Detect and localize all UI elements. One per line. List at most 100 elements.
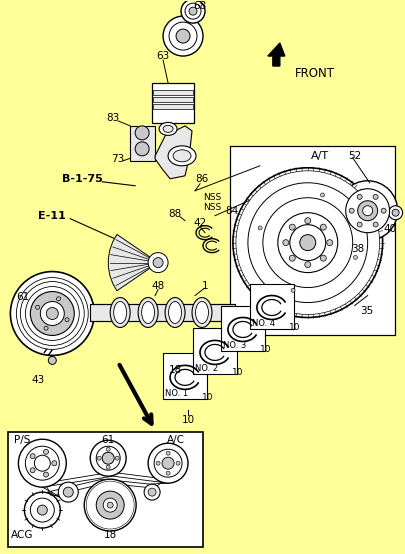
Circle shape (289, 225, 325, 260)
Circle shape (65, 318, 69, 322)
Polygon shape (108, 234, 151, 291)
Circle shape (11, 271, 94, 356)
Circle shape (356, 194, 361, 199)
Circle shape (52, 461, 57, 466)
Circle shape (277, 213, 337, 273)
Text: 10: 10 (259, 345, 271, 354)
Circle shape (348, 208, 353, 213)
Bar (9, 432, 202, 547)
Circle shape (235, 171, 379, 315)
Circle shape (24, 492, 60, 528)
Text: 38: 38 (350, 244, 363, 254)
Circle shape (345, 189, 389, 233)
Circle shape (97, 456, 101, 460)
Circle shape (18, 439, 66, 487)
Text: NO. 3: NO. 3 (223, 341, 246, 350)
Bar (153, 97, 192, 102)
Ellipse shape (173, 150, 191, 162)
Text: 83: 83 (106, 113, 119, 123)
Circle shape (163, 16, 202, 56)
Text: NO. 1: NO. 1 (165, 389, 188, 398)
Text: 48: 48 (151, 280, 164, 290)
Circle shape (320, 224, 326, 230)
Bar (152, 83, 194, 123)
Circle shape (30, 291, 74, 336)
Text: B-1-75: B-1-75 (62, 174, 102, 184)
Circle shape (86, 481, 134, 529)
Circle shape (320, 255, 326, 261)
Circle shape (43, 472, 49, 477)
Bar (90, 304, 234, 321)
Bar (153, 104, 192, 109)
Ellipse shape (165, 297, 185, 327)
Circle shape (43, 449, 49, 454)
Ellipse shape (192, 297, 211, 327)
Circle shape (372, 194, 377, 199)
Polygon shape (267, 43, 284, 66)
Text: 68: 68 (193, 1, 206, 11)
Circle shape (247, 183, 367, 302)
Text: 63: 63 (156, 51, 169, 61)
Bar (249, 284, 293, 330)
Text: 18: 18 (103, 530, 117, 540)
Ellipse shape (110, 297, 130, 327)
Circle shape (353, 255, 356, 259)
Text: 10: 10 (231, 368, 243, 377)
Circle shape (258, 226, 262, 230)
Ellipse shape (163, 125, 173, 132)
Circle shape (148, 253, 168, 273)
Circle shape (90, 440, 126, 476)
Circle shape (44, 326, 48, 330)
Circle shape (88, 483, 132, 527)
Ellipse shape (138, 297, 158, 327)
Circle shape (36, 305, 40, 309)
Ellipse shape (159, 122, 177, 135)
Text: 43: 43 (32, 376, 45, 386)
Text: 86: 86 (195, 174, 208, 184)
Circle shape (176, 461, 179, 465)
Circle shape (154, 449, 181, 477)
Circle shape (30, 468, 35, 473)
Ellipse shape (168, 301, 181, 324)
Text: 88: 88 (168, 209, 181, 219)
Circle shape (107, 502, 113, 508)
Text: 18: 18 (168, 366, 181, 376)
Circle shape (362, 206, 372, 216)
Circle shape (299, 235, 315, 250)
Circle shape (262, 198, 352, 288)
Circle shape (388, 206, 402, 220)
Text: NSS: NSS (202, 203, 221, 212)
Ellipse shape (113, 301, 126, 324)
Circle shape (337, 181, 396, 240)
Circle shape (356, 222, 361, 227)
Circle shape (90, 485, 130, 525)
Circle shape (34, 455, 50, 471)
Circle shape (144, 484, 160, 500)
Circle shape (37, 505, 47, 515)
Circle shape (185, 3, 200, 19)
Text: 73: 73 (111, 154, 124, 164)
Text: P/S: P/S (14, 435, 30, 445)
Ellipse shape (141, 301, 154, 324)
Text: ACG: ACG (11, 530, 34, 540)
Circle shape (30, 498, 54, 522)
Circle shape (232, 168, 382, 317)
Circle shape (46, 307, 58, 320)
Circle shape (391, 209, 398, 216)
Circle shape (282, 240, 288, 245)
Text: 1: 1 (201, 280, 208, 290)
Circle shape (135, 142, 149, 156)
Circle shape (106, 447, 110, 451)
Text: 35: 35 (359, 305, 372, 316)
Circle shape (372, 222, 377, 227)
Circle shape (357, 201, 377, 220)
Circle shape (30, 454, 35, 459)
Circle shape (63, 487, 73, 497)
Circle shape (106, 465, 110, 469)
Circle shape (304, 261, 310, 268)
Circle shape (181, 0, 205, 23)
Text: 84: 84 (225, 206, 238, 216)
Circle shape (148, 443, 188, 483)
Polygon shape (229, 146, 394, 336)
Circle shape (102, 452, 114, 464)
